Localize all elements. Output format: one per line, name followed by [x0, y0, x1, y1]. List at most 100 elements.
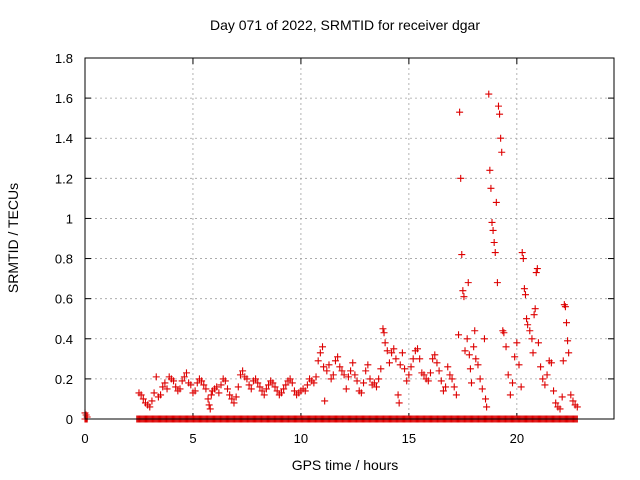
- data-point: [388, 349, 396, 357]
- data-point: [490, 239, 498, 247]
- data-point: [262, 385, 270, 393]
- data-point: [450, 383, 458, 391]
- data-point: [405, 371, 413, 379]
- data-point: [375, 375, 383, 383]
- data-point: [277, 389, 285, 397]
- data-point: [390, 345, 398, 353]
- data-point: [320, 363, 328, 371]
- data-point: [172, 383, 180, 391]
- data-point: [530, 311, 538, 319]
- data-point: [282, 381, 290, 389]
- data-point: [482, 395, 490, 403]
- y-tick-label: 0.6: [55, 292, 73, 307]
- data-point: [460, 293, 468, 301]
- data-point: [446, 371, 454, 379]
- data-point: [429, 355, 437, 363]
- data-point: [254, 379, 262, 387]
- data-point: [182, 369, 190, 377]
- data-point: [321, 397, 329, 405]
- data-point: [550, 387, 558, 395]
- x-axis-label: GPS time / hours: [292, 457, 399, 473]
- data-point: [159, 383, 167, 391]
- data-point: [500, 329, 508, 337]
- y-tick-label: 0.4: [55, 332, 73, 347]
- data-point: [178, 377, 186, 385]
- data-point: [207, 391, 215, 399]
- data-point: [464, 279, 472, 287]
- data-point: [437, 377, 445, 385]
- data-point: [396, 361, 404, 369]
- data-point: [416, 355, 424, 363]
- data-point: [360, 379, 368, 387]
- data-point: [459, 287, 467, 295]
- data-point: [465, 351, 473, 359]
- data-point: [338, 367, 346, 375]
- data-point: [265, 381, 273, 389]
- data-point: [534, 339, 542, 347]
- data-point: [463, 335, 471, 343]
- plot-frame: [84, 57, 615, 420]
- data-point: [370, 379, 378, 387]
- y-tick-label: 0: [66, 412, 73, 427]
- x-tick-label: 15: [402, 431, 416, 446]
- data-point: [496, 110, 504, 118]
- data-point: [511, 353, 519, 361]
- data-point: [532, 269, 540, 277]
- y-tick-label: 1: [66, 211, 73, 226]
- data-point: [474, 361, 482, 369]
- data-point: [232, 393, 240, 401]
- y-tick-label: 1.8: [55, 51, 73, 66]
- data-point: [497, 134, 505, 142]
- data-point: [163, 385, 171, 393]
- data-point: [509, 379, 517, 387]
- data-point: [547, 359, 555, 367]
- data-point: [526, 327, 534, 335]
- data-point: [470, 343, 478, 351]
- data-point: [161, 379, 169, 387]
- y-axis-label: SRMTID / TECUs: [5, 183, 21, 293]
- data-point: [439, 387, 447, 395]
- data-point: [230, 399, 238, 407]
- data-point: [466, 365, 474, 373]
- data-point: [515, 361, 523, 369]
- data-point: [452, 391, 460, 399]
- data-point: [357, 389, 365, 397]
- data-point: [562, 319, 570, 327]
- data-point: [520, 285, 528, 293]
- data-point: [269, 379, 277, 387]
- data-point: [224, 385, 232, 393]
- data-point: [513, 339, 521, 347]
- data-point: [334, 353, 342, 361]
- data-point: [243, 375, 251, 383]
- data-point: [221, 377, 229, 385]
- data-point: [539, 375, 547, 383]
- data-point: [486, 166, 494, 174]
- data-point: [504, 371, 512, 379]
- data-point: [444, 363, 452, 371]
- data-point: [531, 305, 539, 313]
- data-point: [340, 371, 348, 379]
- data-point: [458, 251, 466, 259]
- data-point: [347, 367, 355, 375]
- data-point: [518, 249, 526, 257]
- data-point: [204, 395, 212, 403]
- data-point: [502, 343, 510, 351]
- y-tick-label: 0.2: [55, 372, 73, 387]
- data-point: [280, 385, 288, 393]
- y-tick-label: 1.2: [55, 171, 73, 186]
- data-marks: [81, 90, 581, 423]
- data-point: [187, 381, 195, 389]
- y-tick-label: 1.4: [55, 131, 73, 146]
- data-point: [191, 387, 199, 395]
- data-point: [517, 383, 525, 391]
- data-point: [398, 349, 406, 357]
- data-point: [529, 349, 537, 357]
- data-point: [492, 198, 500, 206]
- y-tick-label: 0.8: [55, 252, 73, 267]
- data-point: [491, 249, 499, 257]
- data-point: [543, 371, 551, 379]
- data-point: [471, 327, 479, 335]
- data-point: [424, 377, 432, 385]
- x-tick-label: 0: [81, 431, 88, 446]
- data-point: [336, 363, 344, 371]
